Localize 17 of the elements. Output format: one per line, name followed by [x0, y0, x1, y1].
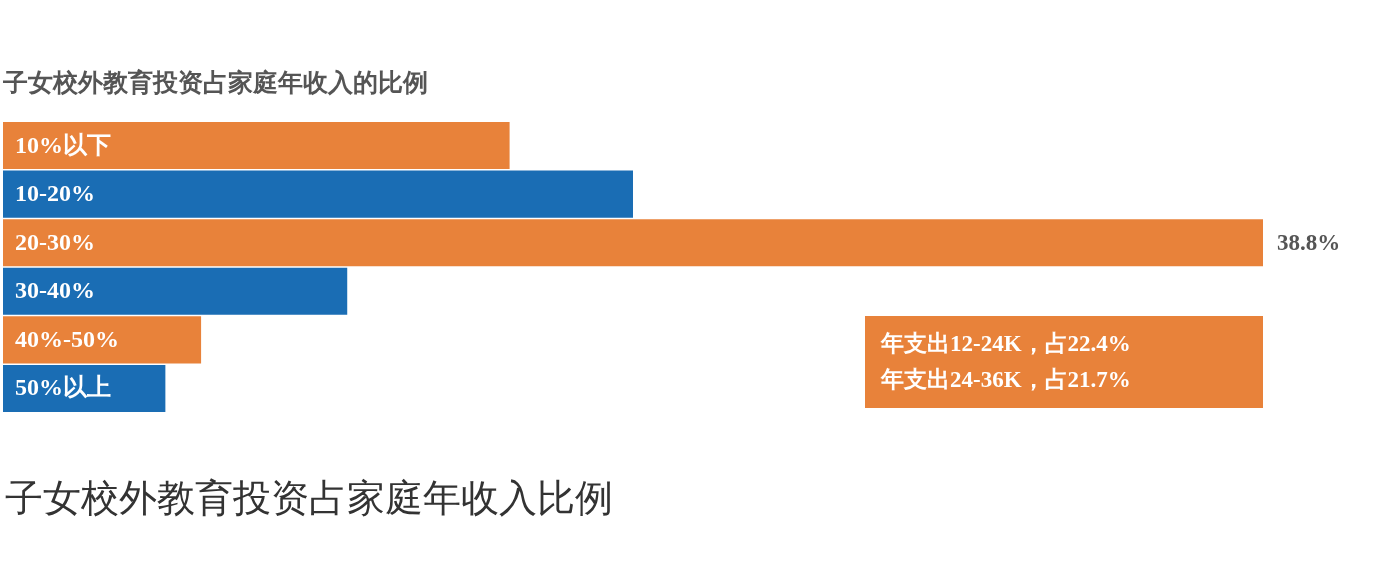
text: 子女校外教育投资占家庭年收入比例	[5, 476, 613, 520]
y-tick-label: 30-40%	[15, 277, 95, 304]
bar	[3, 122, 510, 170]
bar	[3, 267, 348, 315]
y-tick-label: 50%以上	[15, 374, 111, 401]
data-label: 38.8%	[1277, 229, 1341, 255]
bar	[3, 219, 1263, 267]
annotation: 年支出12-24K，占22.4%	[881, 330, 1132, 358]
note-box: 年支出12-24K，占22.4% 年支出24-36K，占21.7%	[865, 316, 1263, 408]
y-tick-label: 40%-50%	[15, 325, 119, 352]
y-tick-label: 10%以下	[15, 131, 111, 158]
bar	[3, 316, 202, 364]
bar	[3, 170, 633, 218]
chart-title: 子女校外教育投资占家庭年收入的比例	[2, 68, 428, 97]
annotation: 年支出24-36K，占21.7%	[881, 366, 1132, 394]
y-tick-label: 10-20%	[15, 180, 95, 207]
y-tick-label: 20-30%	[15, 228, 95, 255]
